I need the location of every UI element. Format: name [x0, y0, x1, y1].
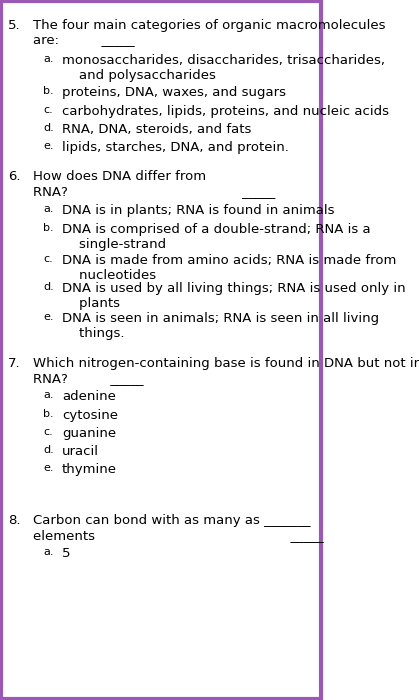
Text: RNA, DNA, steroids, and fats: RNA, DNA, steroids, and fats	[62, 122, 251, 136]
Text: c.: c.	[43, 104, 53, 115]
Text: c.: c.	[43, 427, 53, 437]
Text: 5.: 5.	[8, 19, 21, 32]
Text: e.: e.	[43, 141, 53, 150]
Text: a.: a.	[43, 547, 53, 557]
Text: b.: b.	[43, 87, 54, 97]
Text: e.: e.	[43, 463, 53, 473]
Text: lipids, starches, DNA, and protein.: lipids, starches, DNA, and protein.	[62, 141, 289, 154]
Text: b.: b.	[43, 409, 54, 419]
Text: 5: 5	[62, 547, 70, 560]
Text: cytosine: cytosine	[62, 409, 118, 421]
Text: d.: d.	[43, 282, 54, 293]
Text: 8.: 8.	[8, 514, 20, 527]
Text: adenine: adenine	[62, 391, 116, 403]
Text: thymine: thymine	[62, 463, 117, 476]
Text: Which nitrogen-containing base is found in DNA but not in
RNA?          _____: Which nitrogen-containing base is found …	[34, 357, 419, 385]
Text: DNA is seen in animals; RNA is seen in all living
    things.: DNA is seen in animals; RNA is seen in a…	[62, 312, 379, 340]
Text: a.: a.	[43, 204, 53, 214]
Text: c.: c.	[43, 254, 53, 264]
Text: 6.: 6.	[8, 170, 20, 183]
Text: d.: d.	[43, 444, 54, 455]
Text: DNA is in plants; RNA is found in animals: DNA is in plants; RNA is found in animal…	[62, 204, 334, 216]
Text: 7.: 7.	[8, 357, 21, 370]
Text: monosaccharides, disaccharides, trisaccharides,
    and polysaccharides: monosaccharides, disaccharides, trisacch…	[62, 54, 385, 82]
Text: uracil: uracil	[62, 444, 99, 458]
Text: Carbon can bond with as many as _______
elements                                : Carbon can bond with as many as _______ …	[34, 514, 324, 542]
Text: d.: d.	[43, 122, 54, 133]
Text: a.: a.	[43, 54, 53, 64]
Text: DNA is used by all living things; RNA is used only in
    plants: DNA is used by all living things; RNA is…	[62, 282, 406, 310]
Text: e.: e.	[43, 312, 53, 322]
Text: b.: b.	[43, 223, 54, 233]
Text: proteins, DNA, waxes, and sugars: proteins, DNA, waxes, and sugars	[62, 87, 286, 99]
Text: The four main categories of organic macromolecules
are:          _____: The four main categories of organic macr…	[34, 19, 386, 47]
Text: DNA is comprised of a double-strand; RNA is a
    single-strand: DNA is comprised of a double-strand; RNA…	[62, 223, 371, 251]
Text: carbohydrates, lipids, proteins, and nucleic acids: carbohydrates, lipids, proteins, and nuc…	[62, 104, 389, 118]
Text: a.: a.	[43, 391, 53, 400]
Text: How does DNA differ from
RNA?                                         _____: How does DNA differ from RNA? _____	[34, 170, 276, 198]
Text: DNA is made from amino acids; RNA is made from
    nucleotides: DNA is made from amino acids; RNA is mad…	[62, 254, 396, 282]
Text: guanine: guanine	[62, 427, 116, 440]
